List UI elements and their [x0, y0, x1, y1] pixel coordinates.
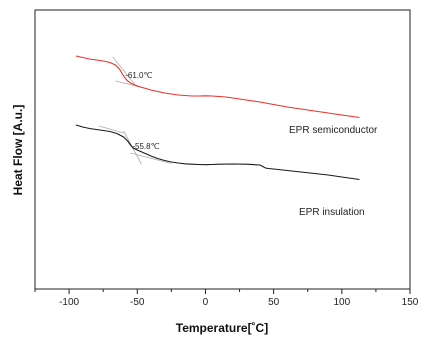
plot-frame [34, 9, 411, 290]
x-tick-label: -100 [59, 297, 79, 308]
x-ticks: -100 -50 0 50 100 150 [34, 289, 419, 308]
tangent-line [112, 56, 135, 85]
series-label: EPR insulation [299, 207, 365, 218]
x-tick-label: 0 [203, 297, 209, 308]
series-line-epr-semiconductor [75, 55, 360, 119]
x-tick-label: -50 [130, 297, 145, 308]
tg-annotation: -61.0℃ [125, 71, 152, 80]
series-lines [75, 55, 360, 181]
x-axis-title: Temperature[˚C] [176, 321, 268, 335]
tangent-line [98, 125, 124, 134]
x-tick-label: 50 [268, 297, 280, 308]
tangent-line [130, 152, 172, 164]
series-label: EPR semiconductor [289, 125, 378, 136]
chart-labels: -61.0℃ -55.8℃ EPR semiconductor EPR insulat… [125, 71, 378, 218]
tg-annotation: -55.8℃ [132, 142, 159, 151]
x-tick-label: 150 [402, 297, 419, 308]
series-line-epr-insulation [75, 124, 360, 181]
y-axis-title: Heat Flow [A.u.] [11, 105, 25, 196]
x-tick-label: 100 [333, 297, 350, 308]
